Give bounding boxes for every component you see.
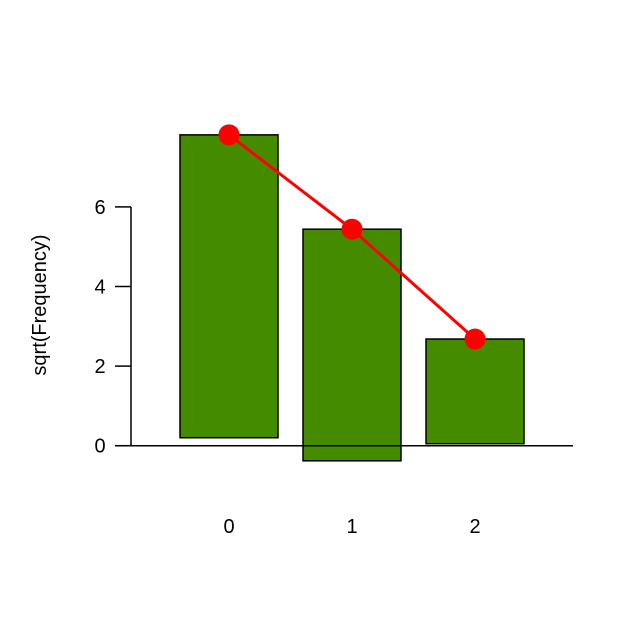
y-tick-label: 4	[94, 277, 105, 299]
y-tick-label: 6	[94, 197, 105, 219]
x-tick-labels: 0 1 2	[223, 516, 480, 538]
x-tick-label: 1	[346, 516, 357, 538]
x-tick-label: 0	[223, 516, 234, 538]
bar-2	[425, 338, 525, 445]
x-tick-label: 2	[469, 516, 480, 538]
y-axis-label: sqrt(Frequency)	[29, 234, 51, 375]
bars	[179, 134, 525, 462]
expected-point-0	[218, 124, 240, 146]
expected-point-1	[341, 218, 363, 240]
y-tick-label: 2	[94, 356, 105, 378]
expected-point-2	[464, 328, 486, 350]
bar-0	[179, 134, 279, 439]
y-tick-label: 0	[94, 436, 105, 458]
expected-line	[218, 124, 486, 350]
bar-1	[302, 228, 402, 462]
y-axis: 0 2 4 6	[94, 197, 132, 458]
